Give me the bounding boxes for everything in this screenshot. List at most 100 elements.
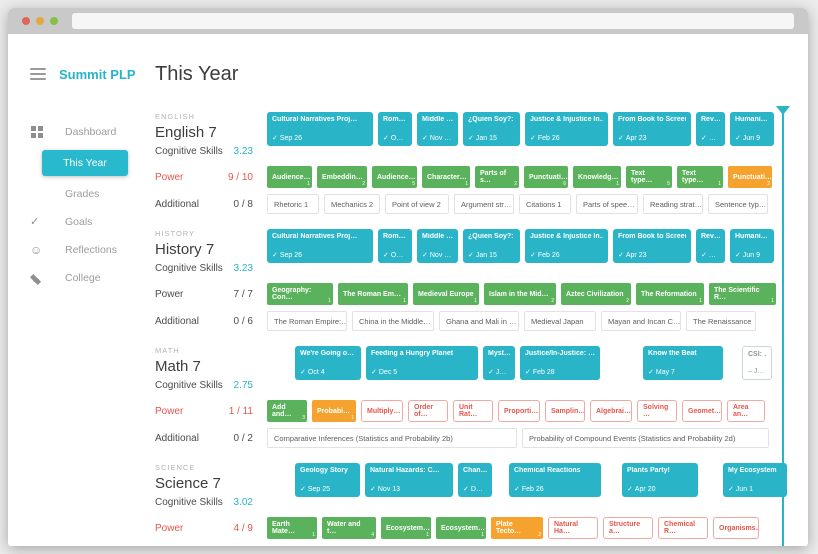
focus-area-chip[interactable]: Organisms… <box>713 517 759 539</box>
focus-area-chip[interactable]: Natural Ha… <box>548 517 598 539</box>
focus-area-chip[interactable]: Geography: Con… 1 <box>267 283 333 305</box>
additional-chip[interactable]: Medieval Japan <box>524 311 596 331</box>
additional-chip[interactable]: Parts of spee… <box>576 194 638 214</box>
focus-area-chip[interactable]: Earth Mate… 1 <box>267 517 317 539</box>
browser-url-bar[interactable] <box>72 13 794 29</box>
additional-chip[interactable]: The Roman Empire:… <box>267 311 347 331</box>
project-card[interactable]: Chan… ✓ D… <box>458 463 492 497</box>
sidebar-item[interactable]: Reflections <box>8 236 155 264</box>
additional-chip[interactable]: The Renaissance <box>686 311 756 331</box>
project-card[interactable]: Rev… ✓… <box>696 229 725 263</box>
focus-area-chip[interactable]: Embeddin… 2 <box>317 166 367 188</box>
additional-chip[interactable]: Probability of Compound Events (Statisti… <box>522 428 769 448</box>
additional-chip[interactable]: Ghana and Mali in … <box>439 311 519 331</box>
focus-area-chip[interactable]: Plate Tecto… 2 <box>491 517 543 539</box>
sidebar-nav: Dashboard This Year Grades Goals Reflect… <box>8 90 155 546</box>
focus-area-chip[interactable]: Area an… <box>727 400 765 422</box>
focus-area-chip[interactable]: Character… 1 <box>422 166 470 188</box>
focus-area-chip[interactable]: Knowledg… 1 <box>573 166 621 188</box>
focus-area-chip[interactable]: Medieval Europe 1 <box>413 283 479 305</box>
focus-area-chip[interactable]: Punctuati… 6 <box>524 166 568 188</box>
focus-area-chip[interactable]: Audience… 1 <box>267 166 312 188</box>
focus-area-chip[interactable]: Ecosystem… 1 <box>436 517 486 539</box>
project-card[interactable]: Myst… ✓ J… <box>483 346 515 380</box>
menu-icon[interactable] <box>30 68 46 80</box>
project-card[interactable]: ¿Quien Soy?: T… ✓Jan 15 <box>463 229 520 263</box>
focus-area-chip[interactable]: The Reformation 1 <box>636 283 704 305</box>
project-card[interactable]: Justice/In-Justice: … ✓ Feb 28 <box>520 346 600 380</box>
focus-area-chip[interactable]: Text type… 1 <box>677 166 723 188</box>
focus-area-chip[interactable]: Multiply… <box>361 400 403 422</box>
project-card[interactable]: From Book to Screen ✓ Apr 23 <box>613 112 691 146</box>
project-card[interactable]: Cultural Narratives Proj… ✓ Sep 26 <box>267 229 373 263</box>
traffic-light-button[interactable] <box>22 17 30 25</box>
additional-chip[interactable]: Comparative Inferences (Statistics and P… <box>267 428 517 448</box>
additional-chip[interactable]: Sentence typ… <box>708 194 768 214</box>
project-card[interactable]: From Book to Screen ✓ Apr 23 <box>613 229 691 263</box>
sidebar-item[interactable]: This Year <box>8 146 155 180</box>
project-card[interactable]: Geology Story ✓ Sep 25 <box>295 463 360 497</box>
sidebar-item[interactable]: College <box>8 264 155 292</box>
focus-area-chip[interactable]: Unit Rat… <box>453 400 493 422</box>
project-card[interactable]: Middle … ✓ Nov … <box>417 229 458 263</box>
project-card[interactable]: Plants Party! ✓ Apr 20 <box>622 463 698 497</box>
focus-area-chip[interactable]: The Roman Em… 1 <box>338 283 408 305</box>
focus-area-chip[interactable]: The Scientific R… 1 <box>709 283 776 305</box>
project-card[interactable]: Humani… ✓ Jun 9 <box>730 112 774 146</box>
focus-area-chip[interactable]: Samplin… <box>545 400 585 422</box>
sidebar-item[interactable]: Dashboard <box>8 118 155 146</box>
project-card[interactable]: Justice & Injustice In… ✓ Feb 26 <box>525 112 608 146</box>
focus-area-chip[interactable]: Ecosystem… 1 <box>381 517 431 539</box>
project-card[interactable]: My Ecosystem ✓ Jun 1 <box>723 463 787 497</box>
focus-area-chip[interactable]: Parts of s… 2 <box>475 166 519 188</box>
focus-area-chip[interactable]: Solving … <box>637 400 677 422</box>
project-card[interactable]: Chemical Reactions ✓ Feb 26 <box>509 463 601 497</box>
project-card[interactable]: Justice & Injustice In… ✓ Feb 26 <box>525 229 608 263</box>
focus-area-chip[interactable]: Algebrai… <box>590 400 632 422</box>
focus-area-chip[interactable]: Audience… 5 <box>372 166 417 188</box>
project-card[interactable]: Rev… ✓… <box>696 112 725 146</box>
additional-chip[interactable]: Mechanics 2 <box>324 194 380 214</box>
project-card[interactable]: Know the Beat ✓ May 7 <box>643 346 723 380</box>
project-card[interactable]: We're Going o… ✓ Oct 4 <box>295 346 361 380</box>
focus-area-chip[interactable]: Structure a… <box>603 517 653 539</box>
additional-chip[interactable]: Mayan and Incan C… <box>601 311 681 331</box>
focus-area-count: 1 <box>474 298 477 304</box>
focus-area-chip[interactable]: Punctuati… 2 <box>728 166 772 188</box>
project-card[interactable]: CSI: … –J… <box>742 346 772 380</box>
project-card[interactable]: Feeding a Hungry Planet ✓ Dec 5 <box>366 346 478 380</box>
focus-area-chip[interactable]: Chemical R… <box>658 517 708 539</box>
project-status-icon: ✓ <box>728 486 734 493</box>
additional-chip[interactable]: Reading strat… <box>643 194 703 214</box>
focus-area-chip[interactable]: Geomet… <box>682 400 722 422</box>
project-card[interactable]: Natural Hazards: C… ✓ Nov 13 <box>365 463 453 497</box>
additional-chip[interactable]: China in the Middle… <box>352 311 434 331</box>
project-card[interactable]: Cultural Narratives Proj… ✓ Sep 26 <box>267 112 373 146</box>
project-date: ✓ J… <box>488 368 510 376</box>
traffic-light-button[interactable] <box>36 17 44 25</box>
focus-area-chip[interactable]: Text type… 5 <box>626 166 672 188</box>
additional-chip[interactable]: Rhetoric 1 <box>267 194 319 214</box>
project-card[interactable]: ¿Quien Soy?: T… ✓Jan 15 <box>463 112 520 146</box>
focus-area-chip[interactable]: Islam in the Mid… 2 <box>484 283 556 305</box>
project-date: ✓ O… <box>383 134 407 142</box>
project-card[interactable]: Humani… ✓ Jun 9 <box>730 229 774 263</box>
sidebar-item[interactable]: Grades <box>8 180 155 208</box>
project-card[interactable]: Rom… ✓ O… <box>378 112 412 146</box>
focus-area-chip[interactable]: Add and… 3 <box>267 400 307 422</box>
project-title: From Book to Screen <box>618 233 686 240</box>
sidebar-item[interactable]: Goals <box>8 208 155 236</box>
traffic-light-button[interactable] <box>50 17 58 25</box>
additional-chip[interactable]: Citations 1 <box>519 194 571 214</box>
focus-area-chip[interactable]: Probabi… 1 <box>312 400 356 422</box>
focus-area-chip[interactable]: Order of… <box>408 400 448 422</box>
focus-area-chip[interactable]: Proporti… <box>498 400 540 422</box>
project-card[interactable]: Rom… ✓ O… <box>378 229 412 263</box>
focus-area-count: 2 <box>626 298 629 304</box>
additional-chip[interactable]: Point of view 2 <box>385 194 449 214</box>
additional-chip[interactable]: Argument str… <box>454 194 514 214</box>
focus-area-chip[interactable]: Water and t… 4 <box>322 517 376 539</box>
project-card[interactable]: Middle … ✓ Nov … <box>417 112 458 146</box>
focus-area-chip[interactable]: Aztec Civilization 2 <box>561 283 631 305</box>
project-date: ✓ Jan 15 <box>468 134 515 142</box>
